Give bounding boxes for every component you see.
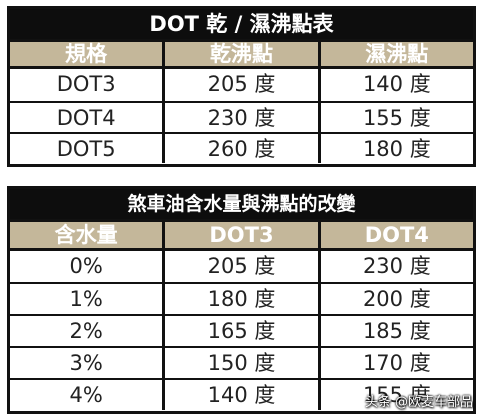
header-spec: 規格 bbox=[65, 42, 108, 66]
cell-spec: DOT4 bbox=[56, 106, 116, 130]
cell-water-content: 0% bbox=[69, 254, 103, 278]
header-dot3: DOT3 bbox=[162, 222, 317, 248]
table-row: 3% 150 度 170 度 bbox=[10, 346, 473, 378]
cell-water-content: 4% bbox=[69, 383, 103, 407]
header-dot4: DOT4 bbox=[317, 222, 473, 248]
table-row: 4% 140 度 155 度 bbox=[10, 378, 473, 410]
cell-dot3: 140 度 bbox=[162, 380, 317, 410]
header-water-content: 含水量 bbox=[54, 223, 118, 247]
cell-dot4: 200 度 bbox=[317, 284, 473, 314]
table-row: 2% 165 度 185 度 bbox=[10, 314, 473, 346]
table-header-row: 規格 乾沸點 濕沸點 bbox=[10, 39, 473, 69]
dry-wet-boiling-point-table: DOT 乾 / 濕沸點表 規格 乾沸點 濕沸點 DOT3 205 度 140 度… bbox=[7, 6, 476, 167]
cell-dry-boiling: 260 度 bbox=[162, 134, 317, 163]
cell-water-content: 1% bbox=[69, 287, 103, 311]
table-row: 1% 180 度 200 度 bbox=[10, 282, 473, 314]
cell-wet-boiling: 140 度 bbox=[317, 69, 473, 101]
cell-spec: DOT5 bbox=[56, 137, 116, 161]
cell-dry-boiling: 205 度 bbox=[162, 69, 317, 101]
watermark: 头条 @欧麦车部品 bbox=[364, 395, 473, 410]
cell-dot3: 180 度 bbox=[162, 284, 317, 314]
header-wet-boiling-point: 濕沸點 bbox=[317, 42, 473, 66]
cell-dot3: 205 度 bbox=[162, 251, 317, 282]
header-dry-boiling-point: 乾沸點 bbox=[162, 42, 317, 66]
cell-dot3: 150 度 bbox=[162, 348, 317, 378]
cell-water-content: 3% bbox=[69, 351, 103, 375]
table-row: DOT3 205 度 140 度 bbox=[10, 69, 473, 101]
table-row: DOT5 260 度 180 度 bbox=[10, 132, 473, 163]
cell-dot4: 230 度 bbox=[317, 251, 473, 282]
cell-spec: DOT3 bbox=[56, 72, 116, 96]
cell-wet-boiling: 155 度 bbox=[317, 103, 473, 132]
cell-wet-boiling: 180 度 bbox=[317, 134, 473, 163]
cell-dot3: 165 度 bbox=[162, 316, 317, 346]
water-content-boiling-point-table: 煞車油含水量與沸點的改變 含水量 DOT3 DOT4 0% 205 度 230 … bbox=[7, 186, 476, 414]
cell-dry-boiling: 230 度 bbox=[162, 103, 317, 132]
table-title: 煞車油含水量與沸點的改變 bbox=[10, 189, 473, 219]
table-title: DOT 乾 / 濕沸點表 bbox=[10, 9, 473, 39]
cell-dot4: 155 度 bbox=[317, 380, 473, 410]
cell-dot4: 170 度 bbox=[317, 348, 473, 378]
table-row: 0% 205 度 230 度 bbox=[10, 251, 473, 282]
cell-dot4: 185 度 bbox=[317, 316, 473, 346]
cell-water-content: 2% bbox=[69, 319, 103, 343]
table-header-row: 含水量 DOT3 DOT4 bbox=[10, 219, 473, 251]
table-row: DOT4 230 度 155 度 bbox=[10, 101, 473, 132]
